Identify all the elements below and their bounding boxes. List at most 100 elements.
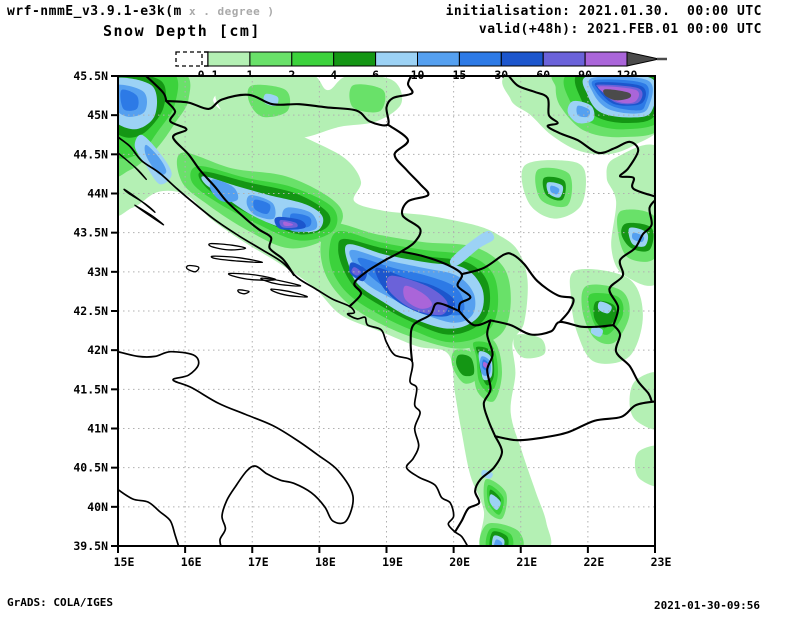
x-axis-label: 23E (651, 555, 672, 569)
country-border (612, 324, 653, 403)
snow-region-level-6 (253, 199, 271, 215)
snow-region-level-0 (513, 334, 546, 359)
country-border (348, 258, 388, 308)
snow-region-level-5 (493, 539, 503, 546)
legend-color-segment (417, 51, 460, 67)
country-border (385, 123, 430, 261)
country-border (608, 198, 655, 327)
legend-bracket (204, 51, 209, 67)
country-border (489, 319, 615, 336)
snow-region-level-8 (351, 267, 362, 276)
country-border (494, 400, 655, 442)
country-borders (144, 76, 655, 533)
legend-color-segment (458, 51, 502, 67)
snow-region-level-9 (283, 221, 294, 226)
coastlines (118, 136, 469, 546)
x-axis-label: 21E (516, 555, 537, 569)
graticule (118, 76, 655, 546)
grads-attribution: GrADS: COLA/IGES (7, 596, 113, 609)
y-axis-label: 41N (87, 422, 108, 436)
legend-underflow-box (175, 51, 203, 67)
country-border (482, 319, 497, 438)
x-axis-label: 20E (449, 555, 470, 569)
island-outline (134, 204, 165, 226)
island-outline (210, 255, 263, 264)
island-outline (227, 272, 277, 281)
snow-region-level-0 (634, 445, 655, 487)
snow-region-level-5 (576, 105, 591, 118)
legend-color-segment (584, 51, 628, 67)
grid-resolution-note: x . degree ) (181, 5, 275, 18)
country-border (453, 435, 504, 533)
island-outline (237, 289, 250, 295)
country-border (457, 309, 492, 327)
snow-region-level-5 (550, 185, 560, 195)
country-border (409, 302, 461, 363)
snow-region-level-4 (590, 326, 603, 337)
model-title: wrf-nmmE_v3.9.1-e3k(m x . degree ) (7, 4, 274, 19)
y-axis-label: 43N (87, 265, 108, 279)
snow-region-level-9 (482, 361, 488, 369)
legend-color-segment (249, 51, 293, 67)
y-axis-label: 40.5N (73, 461, 108, 475)
coastline (118, 350, 355, 546)
snow-region-level-4 (489, 494, 501, 510)
y-axis-label: 41.5N (73, 382, 108, 396)
coastline (118, 488, 180, 546)
snow-region-level-6 (120, 89, 139, 111)
creation-timestamp: 2021-01-30-09:56 (654, 599, 760, 612)
country-border (400, 250, 472, 313)
legend-overflow-arrow (626, 51, 660, 67)
y-axis-label: 45N (87, 108, 108, 122)
x-axis-label: 18E (315, 555, 336, 569)
snow-region-level-1 (349, 84, 386, 113)
legend-color-segment (291, 51, 335, 67)
model-title-text: wrf-nmmE_v3.9.1-e3k(m (7, 4, 182, 19)
y-axis-label: 45.5N (73, 69, 108, 83)
plot-subtitle: Snow Depth [cm] (103, 22, 261, 40)
snow-region-level-10 (603, 89, 632, 101)
legend-color-segment (207, 51, 251, 67)
island-outline (118, 151, 147, 181)
country-border (165, 76, 414, 127)
y-axis-label: 42N (87, 343, 108, 357)
snow-region-level-4 (449, 231, 495, 267)
y-axis-label: 43.5N (73, 226, 108, 240)
country-border (460, 252, 575, 324)
y-axis-label: 44N (87, 187, 108, 201)
y-axis-label: 40N (87, 500, 108, 514)
snow-region-level-3 (456, 354, 475, 377)
legend-color-segment (500, 51, 544, 67)
snow-region-level-5 (209, 179, 239, 203)
legend-color-segment (333, 51, 377, 67)
y-axis-labels: 45.5N 45N 44.5N 44N 43.5N 43N 42.5N 42N 41.5N 41N… (73, 69, 118, 553)
x-axis-label: 15E (114, 555, 135, 569)
country-border (507, 76, 655, 198)
x-axis-label: 16E (181, 555, 202, 569)
legend-color-segment (542, 51, 586, 67)
x-axis-label: 19E (382, 555, 403, 569)
island-outline (260, 277, 302, 287)
snow-region-level-4 (597, 301, 612, 314)
y-axis-label: 44.5N (73, 147, 108, 161)
initialisation-time: initialisation: 2021.01.30. 00:00 UTC (445, 4, 762, 19)
x-axis-label: 22E (583, 555, 604, 569)
country-border (165, 100, 295, 277)
island-outline (208, 242, 247, 251)
island-outline (270, 288, 308, 298)
snow-region-level-5 (144, 144, 167, 176)
valid-time: valid(+48h): 2021.FEB.01 00:00 UTC (478, 22, 762, 37)
island-outline (123, 188, 156, 213)
y-axis-label: 42.5N (73, 304, 108, 318)
coastline (118, 136, 469, 546)
map-canvas (118, 76, 655, 546)
island-outline (185, 264, 200, 273)
legend-color-segment (375, 51, 419, 67)
snow-region-level-9 (403, 285, 433, 309)
y-axis-label: 39.5N (73, 539, 108, 553)
x-axis-label: 17E (248, 555, 269, 569)
snow-region-level-0 (629, 372, 655, 430)
x-axis-labels: 15E 16E 17E 18E 19E 20E 21E 22E 23E (114, 546, 672, 569)
